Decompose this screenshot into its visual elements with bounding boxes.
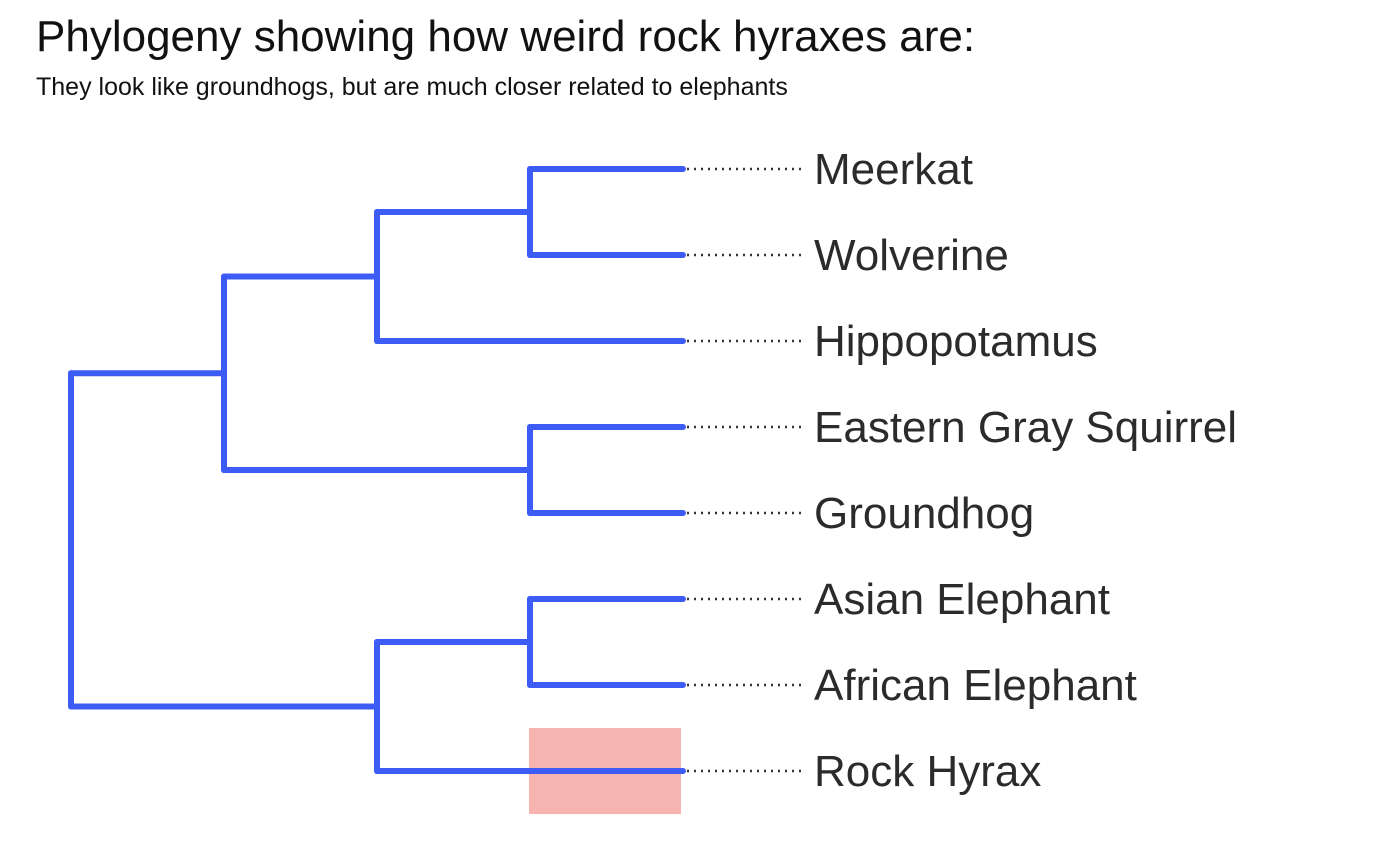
page-title: Phylogeny showing how weird rock hyraxes… <box>36 12 976 61</box>
tip-label: African Elephant <box>814 661 1137 710</box>
tip-label: Wolverine <box>814 231 1009 280</box>
tip-label: Eastern Gray Squirrel <box>814 403 1237 452</box>
page-subtitle: They look like groundhogs, but are much … <box>36 73 788 101</box>
tip-label: Groundhog <box>814 489 1034 538</box>
tip-label: Meerkat <box>814 145 973 194</box>
tip-label: Asian Elephant <box>814 575 1110 624</box>
tip-label: Hippopotamus <box>814 317 1098 366</box>
tip-label: Rock Hyrax <box>814 747 1041 796</box>
